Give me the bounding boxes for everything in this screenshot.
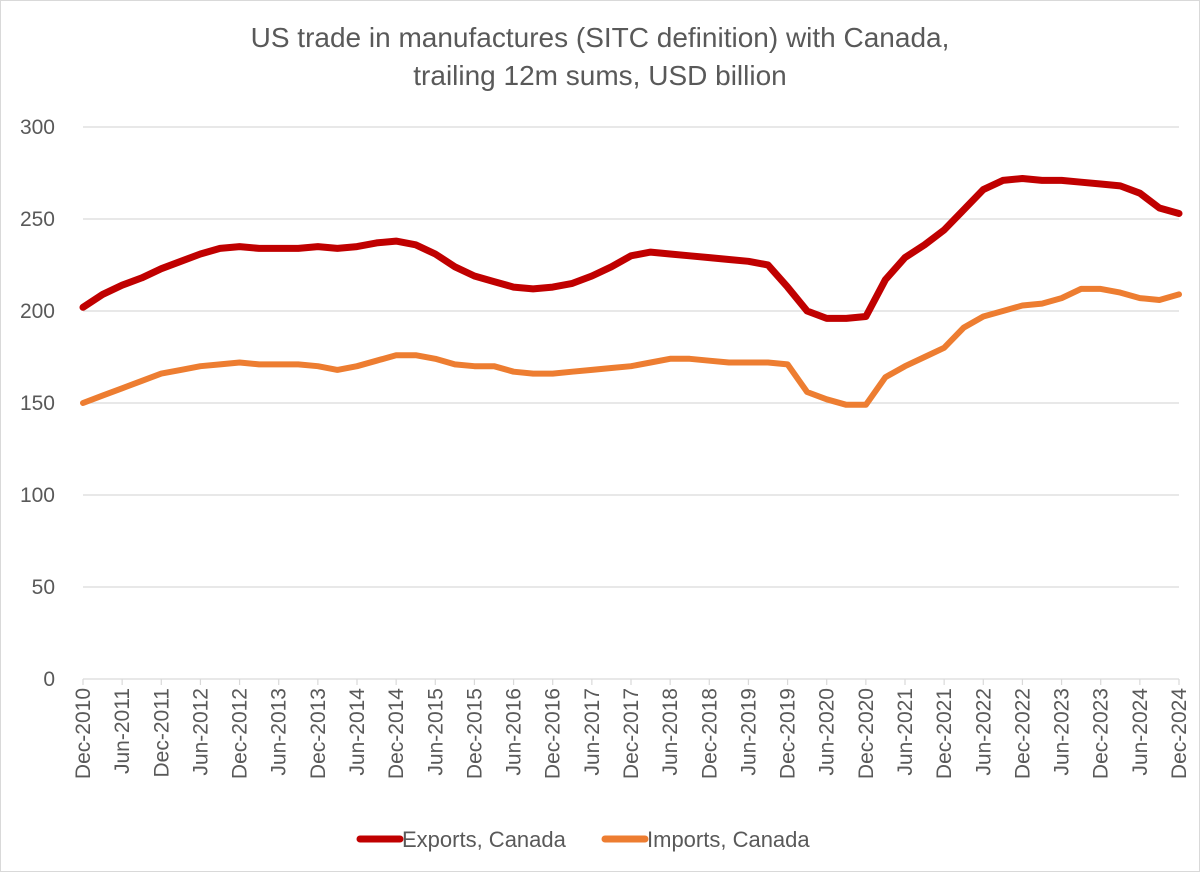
x-tick-label: Jun-2024 [1129, 688, 1152, 776]
x-tick-label: Jun-2023 [1051, 688, 1074, 776]
x-tick-label: Dec-2011 [150, 688, 173, 778]
series-line-exports-canada [79, 175, 1183, 322]
x-tick-label: Dec-2013 [307, 688, 330, 779]
legend-label: Exports, Canada [402, 827, 567, 852]
chart-title-line1: US trade in manufactures (SITC definitio… [250, 22, 950, 53]
y-tick-label: 100 [20, 484, 55, 507]
series-lines [79, 175, 1183, 408]
x-tick-label: Jun-2018 [659, 688, 682, 776]
series-line-imports-canada [80, 285, 1182, 408]
x-tick-label: Dec-2019 [777, 688, 800, 779]
x-tick-label: Jun-2011 [111, 688, 134, 774]
x-tick-label: Dec-2017 [620, 688, 643, 779]
chart-title: US trade in manufactures (SITC definitio… [1, 19, 1199, 95]
x-tick-label: Jun-2020 [816, 688, 839, 776]
x-tick-label: Dec-2010 [72, 688, 95, 779]
y-tick-label: 0 [43, 668, 55, 691]
gridlines [83, 126, 1179, 588]
x-tick-label: Jun-2013 [268, 688, 291, 776]
x-tick-label: Dec-2023 [1090, 688, 1113, 779]
x-tick-label: Jun-2016 [503, 688, 526, 776]
x-tick-label: Dec-2012 [229, 688, 252, 779]
chart-subtitle: trailing 12m sums, USD billion [413, 60, 787, 91]
y-tick-label: 50 [32, 576, 55, 599]
x-tick-label: Jun-2014 [346, 688, 369, 776]
x-tick-label: Dec-2022 [1011, 688, 1034, 779]
y-tick-label: 150 [20, 392, 55, 415]
x-tick-label: Dec-2021 [933, 688, 956, 779]
x-tick-label: Dec-2018 [698, 688, 721, 779]
y-axis: 0 50 100 150 200 250 300 [20, 116, 55, 691]
x-tick-label: Jun-2021 [894, 688, 917, 776]
y-tick-label: 200 [20, 300, 55, 323]
x-tick-label: Dec-2015 [463, 688, 486, 779]
x-tick-label: Jun-2015 [424, 688, 447, 776]
x-tick-label: Dec-2024 [1168, 688, 1191, 779]
x-tick-label: Dec-2014 [385, 688, 408, 779]
legend: Exports, Canada Imports, Canada [356, 827, 810, 852]
x-tick-label: Dec-2016 [542, 688, 565, 779]
x-tick-label: Jun-2019 [737, 688, 760, 776]
x-tick-label: Jun-2022 [972, 688, 995, 776]
x-tick-label: Dec-2020 [855, 688, 878, 779]
y-tick-label: 250 [20, 208, 55, 231]
x-tick-label: Jun-2017 [581, 688, 604, 776]
x-tick-label: Jun-2012 [189, 688, 212, 776]
legend-label: Imports, Canada [647, 827, 810, 852]
y-tick-label: 300 [20, 116, 55, 139]
x-axis: Dec-2010 Jun-2011 Dec-2011 Jun-2012 Dec-2012… [72, 678, 1191, 779]
